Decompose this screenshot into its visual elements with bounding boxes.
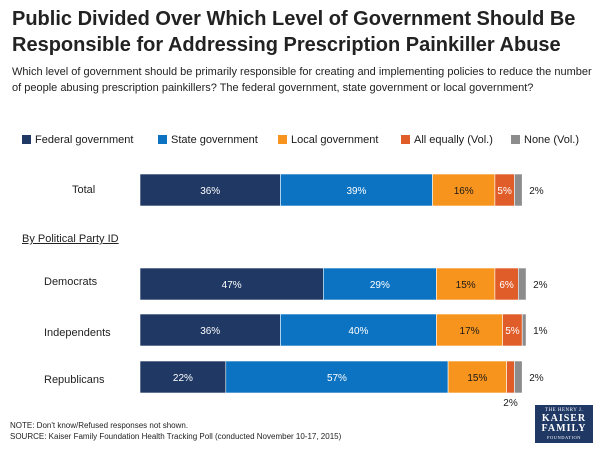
legend-item-local: Local government [278,133,378,147]
label-democrats-federal: 47% [222,280,242,291]
legend-item-state: State government [158,133,258,147]
logo-line-1: THE HENRY J. [544,408,584,413]
bar-democrats-local [436,267,496,301]
footer-notes: NOTE: Don't know/Refused responses not s… [10,420,490,442]
logo-line-4: FOUNDATION [547,435,581,440]
bar-democrats-state [322,267,437,301]
bar-independents-local [436,313,503,347]
label-independents-federal: 36% [200,326,220,337]
bar-independents-state [280,313,437,347]
bar-republicans-none [514,360,523,394]
label-republicans-local: 15% [467,373,487,384]
chart-title: Public Divided Over Which Level of Gover… [12,8,576,56]
legend-label-federal: Federal government [35,134,134,146]
section-label-party-id: By Political Party ID [22,233,119,245]
row-label-total: Total [72,184,96,196]
legend-swatch-local [278,135,287,144]
footer-source: SOURCE: Kaiser Family Foundation Health … [10,432,342,441]
legend-label-local: Local government [291,134,379,146]
label-democrats-state: 29% [370,280,390,291]
label-republicans-state: 57% [327,373,347,384]
bar-democrats-federal [139,267,324,301]
row-label-democrats: Democrats [44,276,98,288]
label-total-federal: 36% [200,186,220,197]
bar-republicans-all-equally [506,360,515,394]
logo-line-3: FAMILY [541,423,587,434]
bar-republicans-local [447,360,507,394]
legend-swatch-all-equally [401,135,410,144]
legend-swatch-federal [22,135,31,144]
label-total-state: 39% [346,186,366,197]
bar-independents-none [521,313,527,347]
legend-item-federal: Federal government [22,133,133,147]
legend-label-state: State government [171,134,258,146]
legend-item-none: None (Vol.) [511,133,579,147]
bar-total-none [514,173,523,207]
legend-label-all-equally: All equally (Vol.) [414,134,493,146]
bar-independents-federal [139,313,281,347]
bar-democrats-none [517,267,527,301]
row-label-republicans: Republicans [44,374,105,386]
label-total-all-equally: 5% [497,186,512,197]
label-independents-none: 1% [533,326,548,337]
bar-total-federal [139,173,281,207]
label-republicans-all-equally: 2% [503,398,518,409]
legend-swatch-state [158,135,167,144]
label-republicans-none: 2% [529,373,544,384]
label-independents-all-equally: 5% [505,326,520,337]
label-independents-local: 17% [460,326,480,337]
label-total-none: 2% [529,186,544,197]
label-republicans-federal: 22% [173,373,193,384]
legend-swatch-none [511,135,520,144]
bar-total-state [280,173,433,207]
legend-label-none: None (Vol.) [524,134,580,146]
bar-republicans-state [225,360,449,394]
label-democrats-all-equally: 6% [499,280,514,291]
legend-item-all-equally: All equally (Vol.) [401,133,493,147]
kff-logo: THE HENRY J. KAISER FAMILY FOUNDATION [535,405,593,443]
label-democrats-local: 15% [456,280,476,291]
bar-republicans-federal [139,360,227,394]
chart-subtitle: Which level of government should be prim… [12,66,592,94]
footer-note: NOTE: Don't know/Refused responses not s… [10,421,189,430]
label-independents-state: 40% [348,326,368,337]
label-total-local: 16% [454,186,474,197]
label-democrats-none: 2% [533,280,548,291]
logo-line-2: KAISER [541,413,587,424]
bar-total-local [432,173,496,207]
row-label-independents: Independents [44,327,111,339]
legend: Federal government State government Loca… [22,133,592,147]
